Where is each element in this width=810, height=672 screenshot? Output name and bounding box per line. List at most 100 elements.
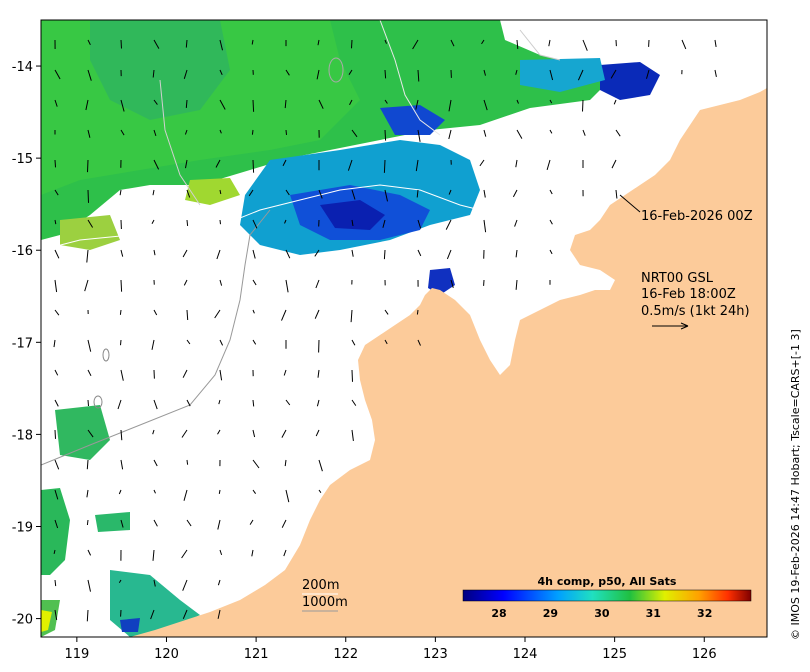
current-arrow	[448, 99, 452, 112]
current-arrow	[285, 489, 290, 503]
current-arrow	[416, 189, 419, 198]
current-arrow	[252, 489, 257, 494]
current-arrow	[417, 339, 421, 346]
current-arrow	[384, 129, 387, 141]
current-arrow	[252, 429, 256, 438]
current-arrow	[85, 99, 89, 111]
current-arrow	[184, 129, 188, 135]
x-tick-label: 120	[154, 647, 179, 662]
current-arrow	[483, 219, 487, 233]
current-arrow	[252, 459, 260, 469]
current-arrow	[251, 39, 254, 45]
current-arrow	[351, 39, 353, 49]
current-arrow	[384, 69, 387, 79]
current-arrow	[87, 219, 94, 228]
scale-label: 0.5m/s (1kt 24h)	[641, 304, 750, 319]
current-arrow	[54, 189, 59, 196]
current-arrow	[87, 429, 94, 438]
current-arrow	[252, 309, 255, 314]
current-arrow	[412, 39, 419, 50]
current-arrow	[86, 459, 89, 470]
current-arrow	[483, 69, 486, 76]
current-arrow	[351, 399, 357, 406]
current-arrow	[217, 519, 221, 530]
current-arrow	[120, 249, 124, 257]
current-arrow	[316, 69, 320, 80]
current-arrow	[182, 369, 188, 378]
current-arrow	[314, 249, 320, 257]
current-arrow	[54, 399, 59, 407]
current-arrow	[120, 429, 123, 441]
current-arrow	[317, 369, 320, 378]
plot-frame	[40, 19, 768, 638]
current-arrow	[577, 69, 584, 81]
current-arrow	[219, 69, 223, 76]
current-arrow	[87, 159, 89, 173]
current-arrow	[150, 609, 155, 620]
y-tick-label: -20	[12, 613, 33, 628]
current-arrow	[515, 249, 518, 258]
colorbar	[462, 589, 752, 602]
current-arrow	[512, 189, 518, 198]
current-arrow	[315, 429, 320, 437]
current-arrow	[383, 249, 386, 260]
current-arrow	[153, 249, 156, 256]
x-tick-label: 126	[692, 647, 717, 662]
bathymetry-contours	[41, 20, 581, 466]
current-arrow	[282, 159, 287, 167]
current-arrow	[252, 99, 255, 112]
current-arrow	[281, 429, 287, 438]
current-arrow	[384, 99, 388, 104]
current-arrow	[281, 309, 287, 321]
current-arrow	[219, 279, 223, 286]
date-pointer-line	[619, 194, 641, 213]
current-arrow	[53, 549, 56, 555]
current-arrow	[549, 129, 553, 134]
current-arrow	[549, 69, 554, 81]
current-arrow	[283, 549, 287, 557]
date-label: 16-Feb-2026 00Z	[641, 209, 753, 224]
land-mass	[130, 20, 767, 637]
current-arrow	[120, 339, 122, 346]
current-arrow	[153, 309, 158, 316]
current-arrow	[54, 219, 57, 225]
current-arrow	[186, 219, 189, 226]
current-arrow	[186, 309, 189, 321]
y-tick-label: -16	[12, 244, 33, 259]
scale-arrow	[652, 322, 689, 330]
current-arrow	[283, 369, 287, 376]
current-arrow	[219, 129, 222, 134]
current-arrow	[351, 189, 356, 200]
colorbar-ticks: 28 29 30 31 32	[491, 607, 712, 620]
current-arrow	[186, 519, 192, 527]
current-arrow	[54, 249, 60, 259]
current-arrow	[86, 489, 89, 498]
current-arrow	[120, 39, 122, 49]
current-arrow	[315, 279, 320, 289]
current-arrow	[285, 129, 287, 135]
current-arrow	[87, 39, 91, 46]
current-arrows	[53, 39, 717, 622]
current-arrow	[87, 189, 89, 203]
current-arrow	[153, 579, 156, 587]
current-arrow	[611, 159, 617, 169]
product-label: NRT00 GSL	[641, 271, 714, 286]
current-arrow	[54, 309, 60, 316]
current-arrow	[153, 159, 160, 170]
time-label: 16-Feb 18:00Z	[641, 287, 736, 302]
current-arrow	[181, 429, 188, 438]
current-arrow	[153, 399, 158, 410]
current-arrow	[351, 429, 354, 441]
current-arrow	[54, 609, 58, 620]
current-arrow	[514, 219, 518, 227]
current-arrow	[481, 39, 485, 45]
current-arrow	[445, 219, 452, 230]
current-arrow	[185, 39, 188, 48]
current-arrow	[549, 189, 553, 195]
current-arrow	[186, 339, 191, 345]
current-arrow	[252, 279, 257, 286]
current-arrow	[714, 39, 717, 47]
current-arrow	[219, 39, 223, 51]
current-arrow	[515, 69, 518, 75]
